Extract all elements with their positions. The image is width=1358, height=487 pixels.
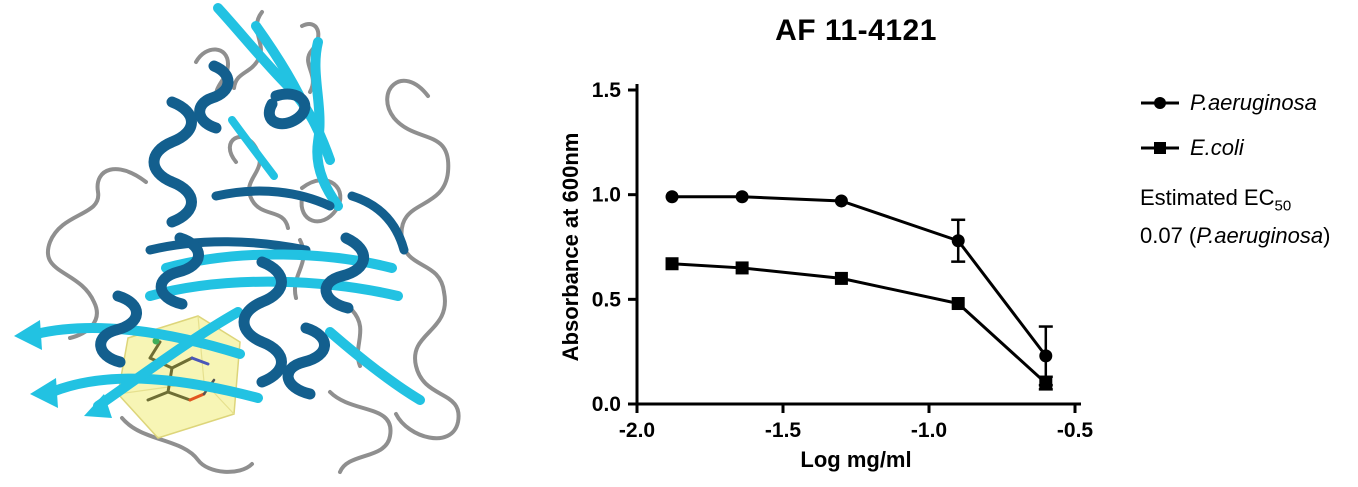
loop-ribbons [46,10,461,474]
svg-text:0.5: 0.5 [592,288,622,311]
x-axis-title: Log mg/ml [800,447,912,472]
alpha-helices-bottom [95,232,370,400]
svg-text:-0.5: -0.5 [1057,419,1094,442]
absorbance-chart: 0.0 0.5 1.0 1.5 -2.0 -1.5 -1.0 -0.5 [592,79,1094,442]
y-axis-title: Absorbance at 600nm [558,132,583,362]
ec50-line1: Estimated EC50 [1140,185,1292,215]
beta-strands-bottom [14,307,425,418]
chart-title: AF 11-4121 [775,14,937,47]
svg-text:0.0: 0.0 [592,393,621,416]
legend-item-e-coli: E.coli [1140,135,1358,161]
legend-item-p-aeruginosa: P.aeruginosa [1140,90,1358,116]
svg-text:-2.0: -2.0 [619,419,655,442]
svg-text:1.0: 1.0 [592,184,621,207]
legend-label: P.aeruginosa [1190,90,1317,115]
svg-text:-1.0: -1.0 [911,419,947,442]
svg-text:-1.5: -1.5 [765,419,802,442]
chart-legend: P.aeruginosa E.coli Estimated EC50 0.07 … [1140,90,1358,251]
svg-text:1.5: 1.5 [592,79,622,102]
ec50-annotation: Estimated EC50 0.07 (P.aeruginosa) [1140,183,1358,251]
protein-structure-image [14,3,461,474]
beta-strands-top [213,3,343,211]
circle-series-marker-icon [1140,95,1180,111]
square-series-marker-icon [1140,140,1180,156]
ec50-line2: 0.07 (P.aeruginosa) [1140,223,1331,249]
alpha-helices-top [145,60,409,255]
legend-label: E.coli [1190,135,1244,160]
